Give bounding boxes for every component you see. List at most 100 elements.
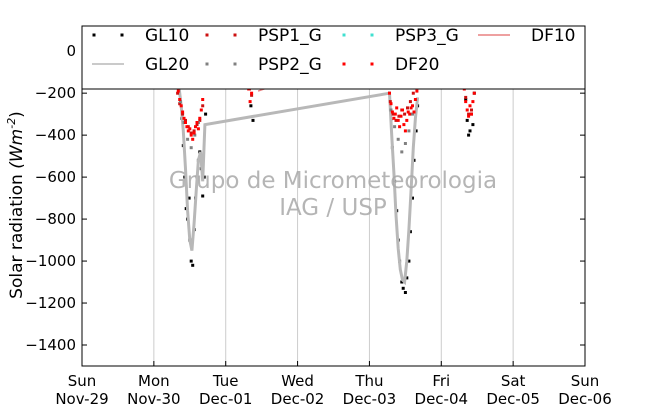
data-point-psp1_g-15: [388, 100, 392, 104]
data-point-gl10-32: [403, 291, 407, 294]
x-tick-date-4: Dec-03: [343, 390, 397, 408]
data-point-psp1_g-16: [391, 112, 395, 116]
data-point-df20-28: [390, 110, 394, 114]
data-point-df20-12: [192, 131, 196, 135]
data-point-df20-26: [388, 91, 391, 95]
data-point-psp1_g-26: [464, 95, 468, 99]
data-point-df20-1: [176, 89, 180, 93]
x-tick-day-6: Sat: [501, 372, 526, 390]
data-point-gl10-21: [249, 104, 253, 108]
data-point-df20-43: [412, 110, 416, 114]
data-point-df20-14: [195, 121, 199, 124]
plot-series: [173, 76, 478, 294]
data-point-psp2_g-10: [403, 142, 407, 145]
legend-swatch-psp1_g-1: [233, 33, 237, 37]
data-point-psp1_g-27: [467, 112, 471, 116]
data-point-gl10-35: [408, 230, 412, 234]
data-point-gl10-42: [465, 118, 469, 122]
data-point-df20-31: [395, 106, 399, 110]
data-point-df20-23: [250, 91, 254, 95]
data-point-gl10-34: [407, 259, 411, 263]
data-point-df20-10: [189, 133, 193, 137]
data-point-gl10-17: [201, 194, 205, 198]
data-point-gl10-43: [467, 133, 471, 137]
data-point-df20-45: [415, 89, 419, 93]
data-point-df20-41: [409, 106, 413, 110]
data-point-df20-13: [194, 125, 197, 129]
data-point-gl10-46: [471, 123, 475, 127]
data-point-gl10-19: [204, 112, 208, 116]
data-point-psp2_g-6: [389, 108, 393, 112]
data-point-df20-52: [468, 104, 472, 108]
data-point-gl10-10: [191, 263, 195, 267]
data-point-df20-54: [471, 100, 475, 104]
legend-label-psp1_g: PSP1_G: [258, 26, 322, 46]
data-point-df20-40: [408, 112, 412, 116]
legend-label-gl20: GL20: [145, 55, 189, 75]
data-point-psp1_g-18: [397, 114, 401, 118]
data-point-psp2_g-7: [393, 125, 397, 129]
y-tick-label-5: −1000: [25, 252, 76, 270]
data-point-df20-6: [184, 121, 187, 124]
data-point-gl10-41: [464, 98, 468, 101]
data-point-df20-4: [181, 110, 185, 114]
data-point-psp2_g-9: [400, 150, 404, 154]
data-point-df20-53: [470, 112, 473, 116]
y-tick-label-3: −600: [35, 168, 76, 186]
legend-label-gl10: GL10: [145, 26, 189, 46]
legend-item-gl20: GL20: [92, 55, 189, 75]
x-tick-date-7: Dec-06: [558, 390, 612, 408]
data-point-psp2_g-3: [189, 146, 193, 150]
data-point-psp1_g-2: [178, 102, 182, 106]
data-point-gl10-22: [251, 118, 255, 122]
data-point-psp1_g-21: [406, 106, 409, 110]
legend-item-psp1_g: PSP1_G: [205, 26, 322, 46]
y-tick-label-1: −200: [35, 84, 76, 102]
x-tick-day-7: Sun: [571, 372, 600, 390]
data-point-psp1_g-10: [201, 104, 205, 108]
y-tick-label-6: −1200: [25, 294, 76, 312]
data-point-df20-50: [465, 108, 469, 112]
legend-swatch-gl10-0: [92, 33, 96, 37]
x-tick-date-6: Dec-05: [486, 390, 540, 408]
data-point-psp1_g-9: [198, 118, 202, 122]
data-point-df20-22: [248, 100, 252, 104]
data-point-gl10-38: [414, 129, 418, 133]
data-point-df20-2: [178, 98, 182, 101]
x-tick-date-3: Dec-02: [271, 390, 325, 408]
data-point-df20-5: [182, 116, 186, 120]
data-point-psp2_g-11: [407, 129, 411, 133]
data-point-psp1_g-7: [192, 129, 196, 133]
legend-item-df20: DF20: [342, 55, 440, 75]
data-point-psp1_g-28: [470, 108, 473, 112]
data-point-gl10-7: [187, 196, 191, 200]
legend-swatch-df20-1: [370, 62, 374, 66]
legend-swatch-df20-0: [342, 62, 346, 66]
data-point-psp1_g-8: [195, 123, 199, 127]
data-point-gl10-9: [189, 259, 193, 263]
x-tick-date-1: Nov-30: [127, 390, 180, 408]
legend-item-psp3_g: PSP3_G: [342, 26, 459, 46]
x-tick-date-0: Nov-29: [55, 390, 108, 408]
data-point-df20-29: [392, 116, 396, 120]
legend-item-psp2_g: PSP2_G: [205, 55, 322, 75]
data-point-df20-35: [401, 108, 404, 112]
data-point-psp2_g-2: [186, 137, 190, 141]
legend: GL10 GL20 PSP1_G PSP2_G PSP3_G DF20 DF10: [81, 25, 586, 90]
data-point-psp1_g-4: [184, 118, 187, 122]
legend-label-df10: DF10: [531, 26, 576, 46]
data-point-psp1_g-1: [176, 91, 180, 95]
axes: 0−200−400−600−800−1000−1200−1400SunNov-2…: [25, 25, 612, 408]
data-point-df20-37: [403, 129, 407, 133]
x-tick-date-2: Dec-01: [199, 390, 253, 408]
x-tick-day-1: Mon: [138, 372, 170, 390]
data-point-df20-55: [472, 91, 476, 95]
x-tick-day-5: Fri: [432, 372, 450, 390]
legend-label-psp3_g: PSP3_G: [395, 26, 459, 46]
data-point-df20-3: [179, 104, 183, 108]
data-point-df20-7: [185, 125, 189, 129]
watermark: Grupo de Micrometeorologia IAG / USP: [169, 168, 497, 221]
y-tick-label-7: −1400: [25, 336, 76, 354]
legend-label-psp2_g: PSP2_G: [258, 55, 322, 75]
data-point-df20-51: [467, 114, 471, 118]
